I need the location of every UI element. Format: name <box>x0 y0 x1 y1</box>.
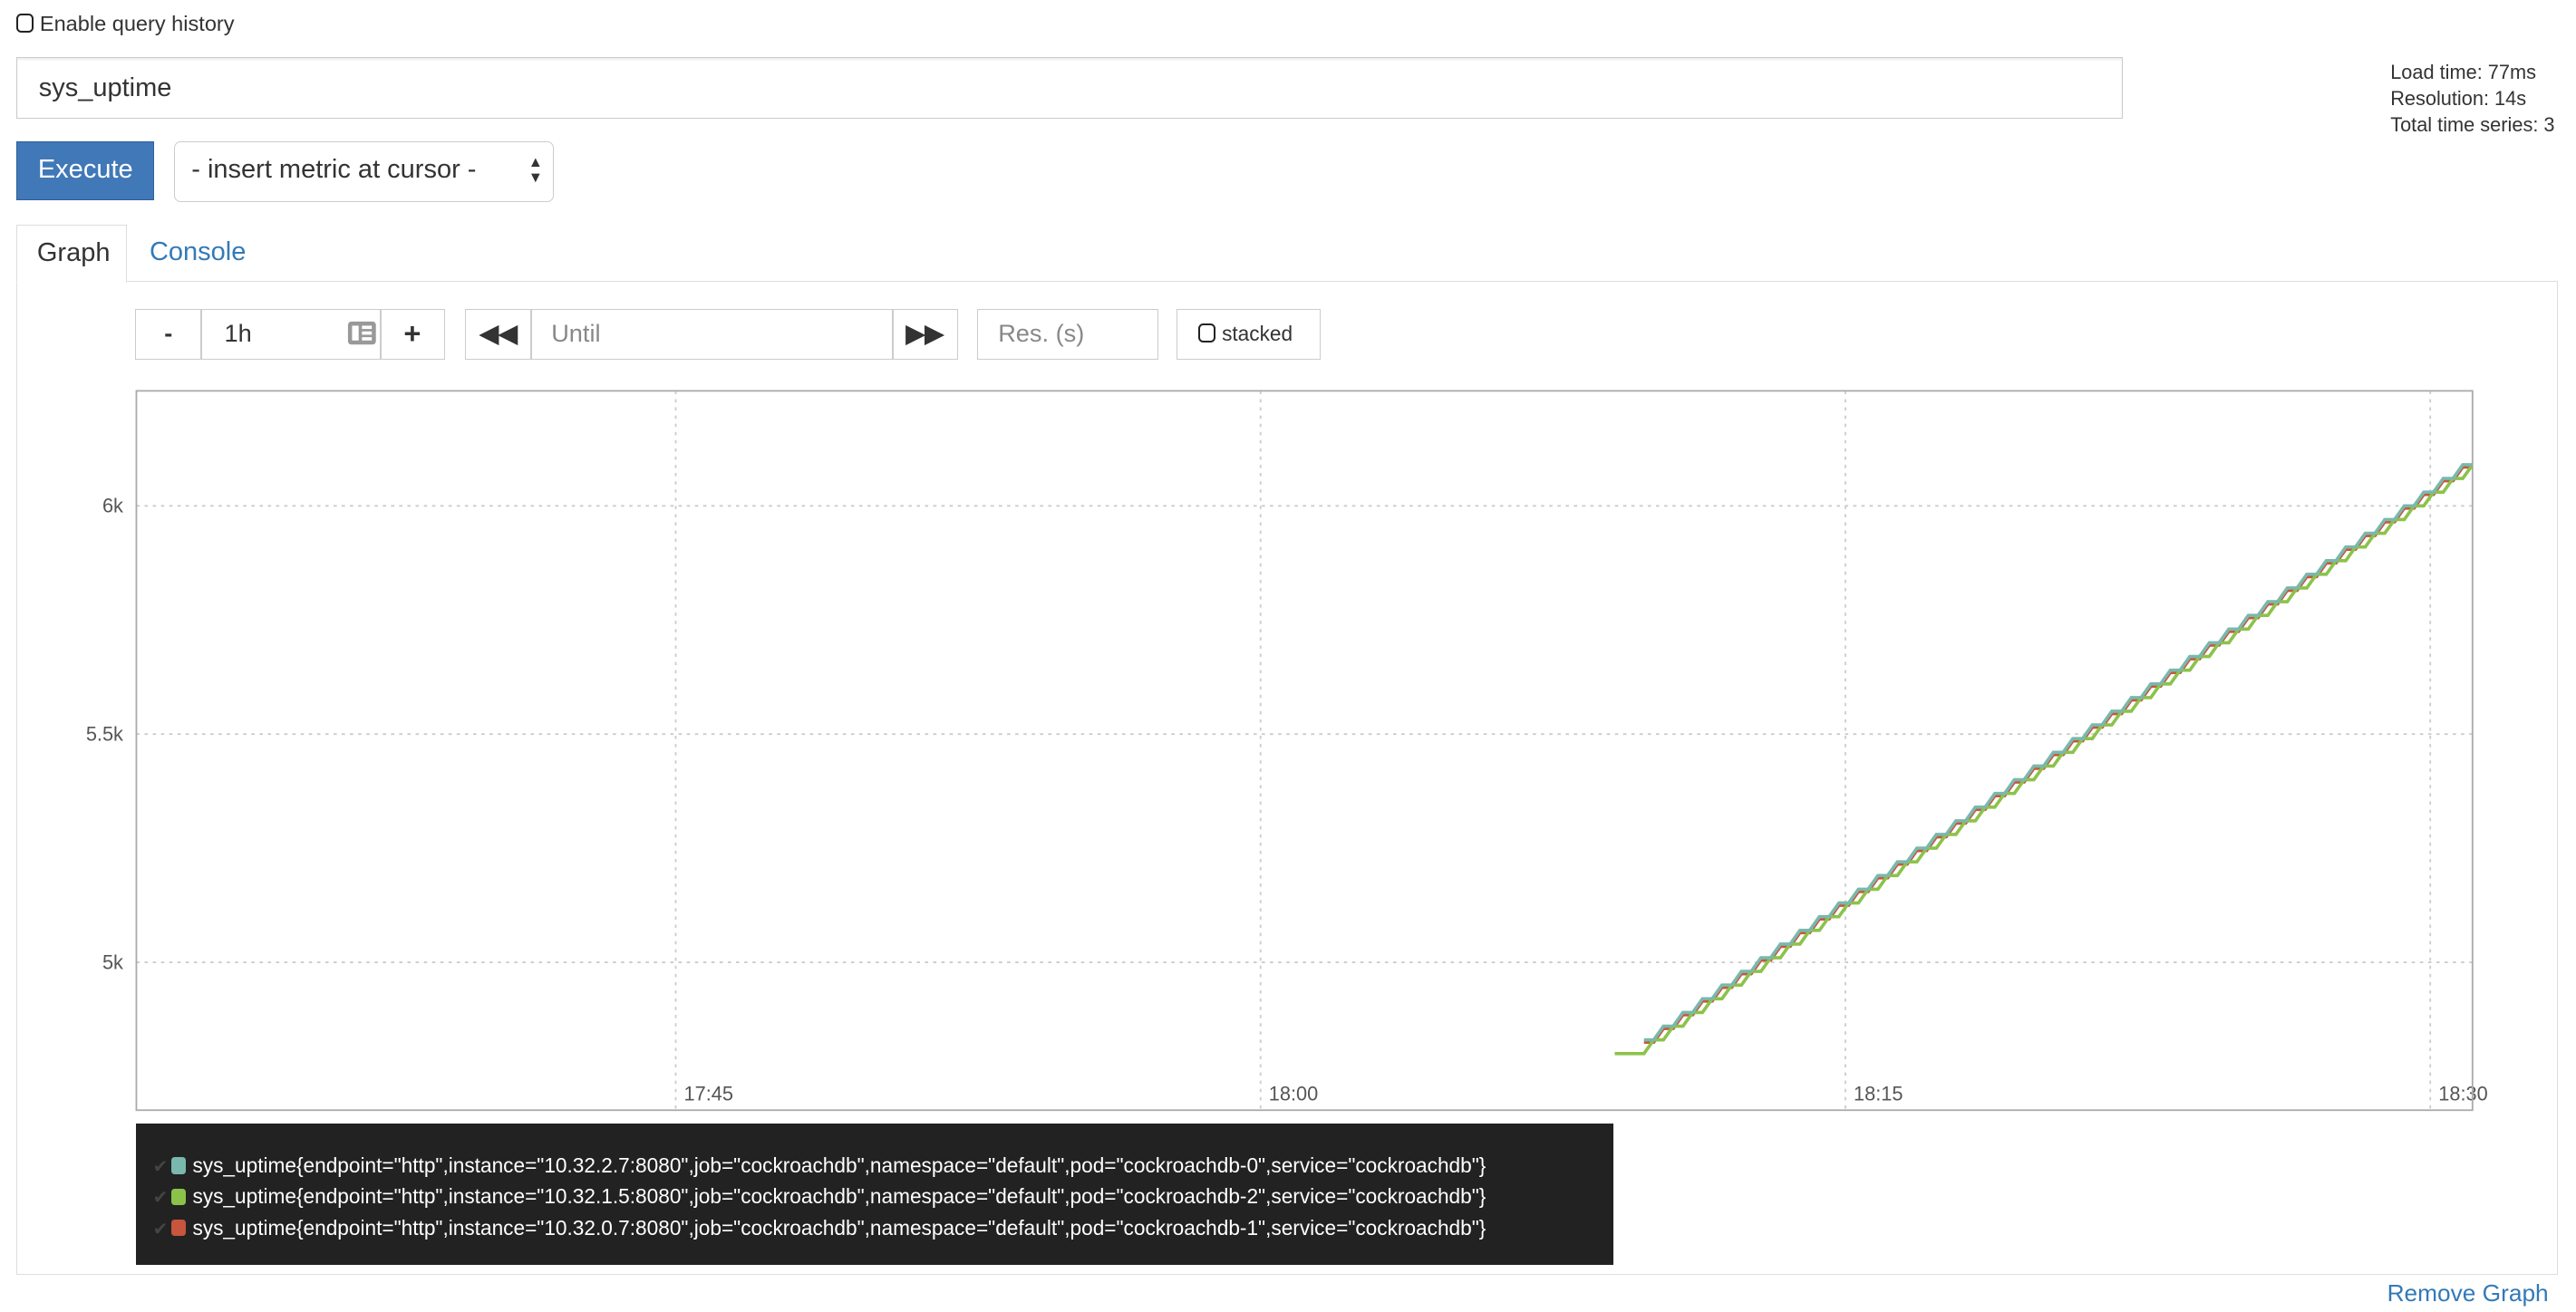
calendar-icon[interactable] <box>347 321 377 345</box>
fast-forward-icon[interactable]: ▶▶ <box>892 308 958 360</box>
series-swatch <box>170 1157 187 1174</box>
y-tick-label: 5.5k <box>86 722 123 745</box>
legend-item[interactable]: ✔ sys_uptime{endpoint="http",instance="10… <box>136 1181 1612 1211</box>
x-tick-label: 18:15 <box>1854 1082 1903 1105</box>
chart: 5k 5.5k 6k 17:45 18:00 18:15 18:30 <box>86 390 2488 1112</box>
tab-graph[interactable]: Graph <box>16 225 127 283</box>
execute-button[interactable]: Execute <box>16 140 155 201</box>
legend-item[interactable]: ✔ sys_uptime{endpoint="http",instance="10… <box>136 1212 1612 1243</box>
remove-graph-link[interactable]: Remove Graph <box>2387 1278 2549 1307</box>
checkbox-icon[interactable] <box>1198 323 1215 342</box>
y-tick-label: 6k <box>102 495 123 517</box>
total-time-series: Total time series: 3 <box>2390 113 2555 137</box>
legend-label: sys_uptime{endpoint="http",instance="10.… <box>192 1215 1487 1240</box>
enable-query-history-label: Enable query history <box>39 11 235 35</box>
load-time: Load time: 77ms <box>2390 61 2536 84</box>
legend-item[interactable]: ✔ sys_uptime{endpoint="http",instance="10… <box>136 1150 1612 1181</box>
graph-panel <box>16 280 2559 1275</box>
series-swatch <box>170 1188 187 1205</box>
legend-label: sys_uptime{endpoint="http",instance="10.… <box>192 1184 1487 1209</box>
enable-query-history-checkbox[interactable]: Enable query history <box>16 11 235 36</box>
resolution: Resolution: 14s <box>2390 87 2527 111</box>
legend: ✔ sys_uptime{endpoint="http",instance="10… <box>136 1123 1613 1265</box>
stacked-toggle[interactable]: stacked <box>1176 308 1322 360</box>
shrink-range-button[interactable]: - <box>134 308 202 360</box>
check-icon: ✔ <box>152 1156 169 1177</box>
plot-frame <box>135 390 2474 1112</box>
tab-console[interactable]: Console <box>149 237 247 267</box>
series-swatch <box>170 1220 187 1237</box>
until-input[interactable]: Until <box>530 308 894 360</box>
stacked-label: stacked <box>1222 321 1293 345</box>
checkbox-icon[interactable] <box>16 14 34 33</box>
check-icon: ✔ <box>152 1188 169 1209</box>
expand-range-button[interactable]: + <box>379 308 446 360</box>
select-arrows-icon: ▲ ▼ <box>528 154 543 186</box>
insert-metric-value: - insert metric at cursor - <box>191 155 477 185</box>
resolution-input[interactable]: Res. (s) <box>977 308 1158 360</box>
x-tick-label: 18:30 <box>2438 1082 2487 1105</box>
x-tick-label: 18:00 <box>1269 1082 1318 1105</box>
series-line-0 <box>1643 461 2473 1042</box>
x-tick-label: 17:45 <box>684 1082 733 1105</box>
legend-label: sys_uptime{endpoint="http",instance="10.… <box>192 1153 1487 1177</box>
y-tick-label: 5k <box>102 950 123 973</box>
range-input[interactable]: 1h <box>200 308 382 360</box>
query-input[interactable]: sys_uptime <box>16 57 2123 119</box>
query-stats: Load time: 77ms Resolution: 14s Total ti… <box>2390 59 2554 138</box>
check-icon: ✔ <box>152 1219 169 1240</box>
insert-metric-select[interactable]: - insert metric at cursor - ▲ ▼ <box>174 140 554 202</box>
range-value: 1h <box>224 318 252 347</box>
fast-backward-icon[interactable]: ◀◀ <box>464 308 533 360</box>
